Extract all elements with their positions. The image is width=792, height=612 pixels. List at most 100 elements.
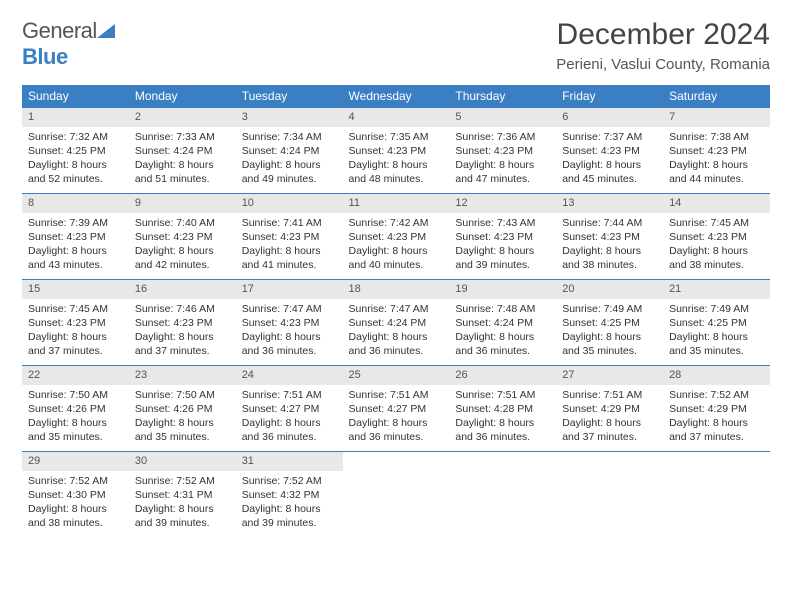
daylight-line: Daylight: 8 hours and 52 minutes.: [28, 158, 123, 186]
weekday-header: Thursday: [449, 85, 556, 108]
sunrise-line: Sunrise: 7:52 AM: [242, 474, 337, 488]
day-details: Sunrise: 7:50 AMSunset: 4:26 PMDaylight:…: [22, 385, 129, 449]
day-number: 19: [449, 280, 556, 299]
day-number: 26: [449, 366, 556, 385]
sunset-line: Sunset: 4:23 PM: [562, 230, 657, 244]
daylight-line: Daylight: 8 hours and 39 minutes.: [455, 244, 550, 272]
daylight-line: Daylight: 8 hours and 38 minutes.: [28, 502, 123, 530]
calendar-table: SundayMondayTuesdayWednesdayThursdayFrid…: [22, 85, 770, 538]
sunset-line: Sunset: 4:25 PM: [562, 316, 657, 330]
day-details: Sunrise: 7:35 AMSunset: 4:23 PMDaylight:…: [343, 127, 450, 191]
week-row: 15Sunrise: 7:45 AMSunset: 4:23 PMDayligh…: [22, 280, 770, 366]
day-details: Sunrise: 7:51 AMSunset: 4:29 PMDaylight:…: [556, 385, 663, 449]
day-details: Sunrise: 7:39 AMSunset: 4:23 PMDaylight:…: [22, 213, 129, 277]
day-details: Sunrise: 7:48 AMSunset: 4:24 PMDaylight:…: [449, 299, 556, 363]
sunrise-line: Sunrise: 7:49 AM: [562, 302, 657, 316]
logo-triangle-icon: [97, 24, 115, 43]
day-cell: 24Sunrise: 7:51 AMSunset: 4:27 PMDayligh…: [236, 366, 343, 452]
day-cell: 9Sunrise: 7:40 AMSunset: 4:23 PMDaylight…: [129, 194, 236, 280]
logo-text-block: General Blue: [22, 18, 115, 70]
daylight-line: Daylight: 8 hours and 41 minutes.: [242, 244, 337, 272]
day-number: 30: [129, 452, 236, 471]
daylight-line: Daylight: 8 hours and 40 minutes.: [349, 244, 444, 272]
sunset-line: Sunset: 4:23 PM: [242, 230, 337, 244]
day-details: Sunrise: 7:52 AMSunset: 4:32 PMDaylight:…: [236, 471, 343, 535]
sunset-line: Sunset: 4:23 PM: [28, 230, 123, 244]
day-details: Sunrise: 7:52 AMSunset: 4:30 PMDaylight:…: [22, 471, 129, 535]
sunrise-line: Sunrise: 7:52 AM: [669, 388, 764, 402]
day-cell: 14Sunrise: 7:45 AMSunset: 4:23 PMDayligh…: [663, 194, 770, 280]
day-details: Sunrise: 7:47 AMSunset: 4:23 PMDaylight:…: [236, 299, 343, 363]
sunset-line: Sunset: 4:23 PM: [562, 144, 657, 158]
day-cell: 19Sunrise: 7:48 AMSunset: 4:24 PMDayligh…: [449, 280, 556, 366]
day-number: 24: [236, 366, 343, 385]
sunset-line: Sunset: 4:27 PM: [349, 402, 444, 416]
calendar-head: SundayMondayTuesdayWednesdayThursdayFrid…: [22, 85, 770, 108]
day-details: Sunrise: 7:38 AMSunset: 4:23 PMDaylight:…: [663, 127, 770, 191]
day-cell: [556, 452, 663, 538]
day-number: 7: [663, 108, 770, 127]
day-number: 16: [129, 280, 236, 299]
day-details: Sunrise: 7:37 AMSunset: 4:23 PMDaylight:…: [556, 127, 663, 191]
sunset-line: Sunset: 4:29 PM: [669, 402, 764, 416]
daylight-line: Daylight: 8 hours and 44 minutes.: [669, 158, 764, 186]
day-number: 13: [556, 194, 663, 213]
logo-word1: General: [22, 18, 97, 43]
day-number: 20: [556, 280, 663, 299]
day-details: Sunrise: 7:46 AMSunset: 4:23 PMDaylight:…: [129, 299, 236, 363]
weekday-header: Saturday: [663, 85, 770, 108]
daylight-line: Daylight: 8 hours and 43 minutes.: [28, 244, 123, 272]
day-details: Sunrise: 7:41 AMSunset: 4:23 PMDaylight:…: [236, 213, 343, 277]
day-number: 17: [236, 280, 343, 299]
day-cell: 15Sunrise: 7:45 AMSunset: 4:23 PMDayligh…: [22, 280, 129, 366]
day-number: 25: [343, 366, 450, 385]
day-number: 11: [343, 194, 450, 213]
sunset-line: Sunset: 4:23 PM: [455, 230, 550, 244]
daylight-line: Daylight: 8 hours and 45 minutes.: [562, 158, 657, 186]
sunset-line: Sunset: 4:24 PM: [135, 144, 230, 158]
sunset-line: Sunset: 4:23 PM: [455, 144, 550, 158]
sunset-line: Sunset: 4:29 PM: [562, 402, 657, 416]
day-cell: 20Sunrise: 7:49 AMSunset: 4:25 PMDayligh…: [556, 280, 663, 366]
sunset-line: Sunset: 4:26 PM: [135, 402, 230, 416]
weekday-header: Wednesday: [343, 85, 450, 108]
day-cell: 26Sunrise: 7:51 AMSunset: 4:28 PMDayligh…: [449, 366, 556, 452]
day-cell: 22Sunrise: 7:50 AMSunset: 4:26 PMDayligh…: [22, 366, 129, 452]
sunrise-line: Sunrise: 7:50 AM: [135, 388, 230, 402]
day-details: Sunrise: 7:45 AMSunset: 4:23 PMDaylight:…: [22, 299, 129, 363]
day-number: 15: [22, 280, 129, 299]
day-details: Sunrise: 7:33 AMSunset: 4:24 PMDaylight:…: [129, 127, 236, 191]
day-details: Sunrise: 7:49 AMSunset: 4:25 PMDaylight:…: [556, 299, 663, 363]
weekday-header: Sunday: [22, 85, 129, 108]
daylight-line: Daylight: 8 hours and 35 minutes.: [562, 330, 657, 358]
day-details: Sunrise: 7:52 AMSunset: 4:29 PMDaylight:…: [663, 385, 770, 449]
sunset-line: Sunset: 4:26 PM: [28, 402, 123, 416]
sunset-line: Sunset: 4:24 PM: [242, 144, 337, 158]
daylight-line: Daylight: 8 hours and 35 minutes.: [28, 416, 123, 444]
daylight-line: Daylight: 8 hours and 51 minutes.: [135, 158, 230, 186]
sunrise-line: Sunrise: 7:35 AM: [349, 130, 444, 144]
day-cell: 1Sunrise: 7:32 AMSunset: 4:25 PMDaylight…: [22, 108, 129, 194]
day-details: Sunrise: 7:44 AMSunset: 4:23 PMDaylight:…: [556, 213, 663, 277]
week-row: 1Sunrise: 7:32 AMSunset: 4:25 PMDaylight…: [22, 108, 770, 194]
daylight-line: Daylight: 8 hours and 37 minutes.: [135, 330, 230, 358]
day-cell: 11Sunrise: 7:42 AMSunset: 4:23 PMDayligh…: [343, 194, 450, 280]
day-cell: [343, 452, 450, 538]
week-row: 29Sunrise: 7:52 AMSunset: 4:30 PMDayligh…: [22, 452, 770, 538]
weekday-header: Tuesday: [236, 85, 343, 108]
sunrise-line: Sunrise: 7:33 AM: [135, 130, 230, 144]
sunset-line: Sunset: 4:24 PM: [349, 316, 444, 330]
day-details: Sunrise: 7:52 AMSunset: 4:31 PMDaylight:…: [129, 471, 236, 535]
daylight-line: Daylight: 8 hours and 36 minutes.: [455, 416, 550, 444]
sunrise-line: Sunrise: 7:45 AM: [669, 216, 764, 230]
daylight-line: Daylight: 8 hours and 37 minutes.: [562, 416, 657, 444]
logo: General Blue: [22, 18, 115, 70]
daylight-line: Daylight: 8 hours and 49 minutes.: [242, 158, 337, 186]
day-cell: 31Sunrise: 7:52 AMSunset: 4:32 PMDayligh…: [236, 452, 343, 538]
day-cell: 6Sunrise: 7:37 AMSunset: 4:23 PMDaylight…: [556, 108, 663, 194]
day-details: Sunrise: 7:45 AMSunset: 4:23 PMDaylight:…: [663, 213, 770, 277]
sunrise-line: Sunrise: 7:43 AM: [455, 216, 550, 230]
daylight-line: Daylight: 8 hours and 35 minutes.: [135, 416, 230, 444]
day-number: 4: [343, 108, 450, 127]
sunrise-line: Sunrise: 7:47 AM: [349, 302, 444, 316]
